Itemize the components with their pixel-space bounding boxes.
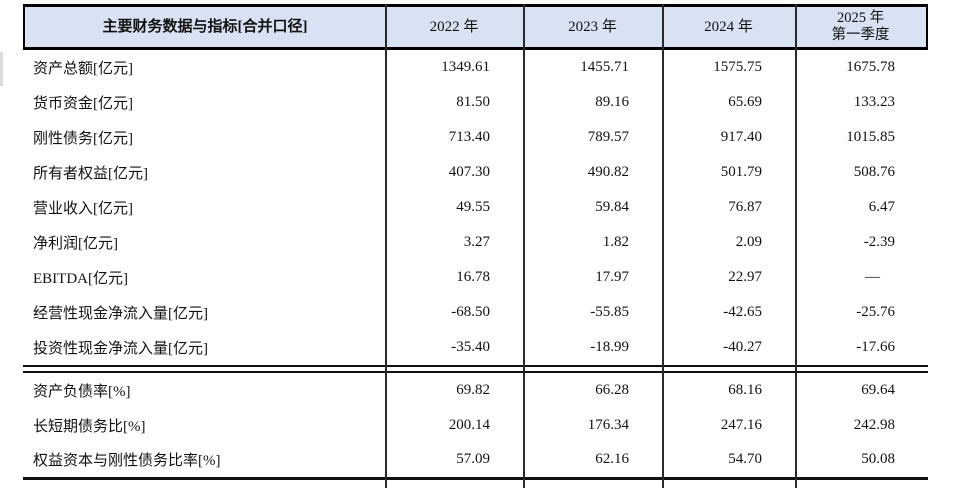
row-value: 3.27 bbox=[463, 234, 490, 250]
table-bottom-border bbox=[23, 477, 928, 481]
row-value: 81.50 bbox=[456, 94, 490, 110]
section-divider-double-line bbox=[23, 365, 928, 373]
row-indicator-label: 长短期债务比[%] bbox=[33, 418, 146, 435]
row-value: 1455.71 bbox=[580, 59, 629, 75]
row-value: 66.28 bbox=[595, 381, 629, 398]
row-value: -68.50 bbox=[451, 304, 490, 320]
table-row: EBITDA[亿元] 16.78 17.97 22.97 — bbox=[23, 260, 928, 295]
row-value: -18.99 bbox=[590, 339, 629, 355]
row-indicator-label: 投资性现金净流入量[亿元] bbox=[33, 341, 208, 357]
table-row: 营业收入[亿元] 49.55 59.84 76.87 6.47 bbox=[23, 190, 928, 225]
table-row: 所有者权益[亿元] 407.30 490.82 501.79 508.76 bbox=[23, 155, 928, 190]
header-year-2025-line1: 2025 年 bbox=[836, 10, 885, 26]
financial-data-table: 主要财务数据与指标[合并口径] 2022 年 2023 年 2024 年 202… bbox=[23, 4, 928, 488]
row-value: 713.40 bbox=[448, 129, 490, 145]
column-divider-line bbox=[523, 4, 525, 488]
table-row: 刚性债务[亿元] 713.40 789.57 917.40 1015.85 bbox=[23, 120, 928, 155]
table-row: 经营性现金净流入量[亿元] -68.50 -55.85 -42.65 -25.76 bbox=[23, 295, 928, 330]
row-value: 917.40 bbox=[720, 129, 762, 145]
table-header-row: 主要财务数据与指标[合并口径] 2022 年 2023 年 2024 年 202… bbox=[23, 4, 928, 50]
row-value: 1575.75 bbox=[713, 59, 762, 75]
column-divider-line bbox=[795, 4, 797, 488]
header-year-2025-line2: 第一季度 bbox=[831, 27, 890, 43]
row-value: 17.97 bbox=[595, 269, 629, 285]
row-indicator-label: 资产总额[亿元] bbox=[33, 61, 133, 77]
row-indicator-label: 货币资金[亿元] bbox=[33, 96, 133, 112]
row-value: -25.76 bbox=[856, 304, 895, 320]
column-divider-line bbox=[385, 4, 387, 488]
row-value: 407.30 bbox=[448, 164, 490, 180]
row-value: 1349.61 bbox=[441, 59, 490, 75]
row-value: 76.87 bbox=[728, 199, 762, 215]
row-value: 59.84 bbox=[595, 199, 629, 215]
row-value: 247.16 bbox=[720, 416, 762, 433]
row-value: 68.16 bbox=[728, 381, 762, 398]
header-year-2022: 2022 年 bbox=[429, 18, 479, 35]
row-value: 176.34 bbox=[587, 416, 629, 433]
row-indicator-label: 权益资本与刚性债务比率[%] bbox=[33, 453, 221, 470]
row-value: -40.27 bbox=[723, 339, 762, 355]
row-value: 200.14 bbox=[448, 416, 490, 433]
row-indicator-label: EBITDA[亿元] bbox=[33, 271, 128, 287]
row-value: 50.08 bbox=[861, 451, 895, 468]
table-row: 权益资本与刚性债务比率[%] 57.09 62.16 54.70 50.08 bbox=[23, 442, 928, 477]
row-value: 22.97 bbox=[728, 269, 762, 285]
row-value: -2.39 bbox=[863, 234, 895, 250]
column-divider-line bbox=[662, 4, 664, 488]
header-indicator-label: 主要财务数据与指标[合并口径] bbox=[102, 18, 308, 35]
row-value: 62.16 bbox=[595, 451, 629, 468]
table-row: 资产总额[亿元] 1349.61 1455.71 1575.75 1675.78 bbox=[23, 50, 928, 85]
row-value: 501.79 bbox=[720, 164, 762, 180]
row-value: 789.57 bbox=[587, 129, 629, 145]
row-indicator-label: 经营性现金净流入量[亿元] bbox=[33, 306, 208, 322]
table-row: 投资性现金净流入量[亿元] -35.40 -18.99 -40.27 -17.66 bbox=[23, 330, 928, 365]
row-indicator-label: 净利润[亿元] bbox=[33, 236, 118, 252]
row-value: 69.64 bbox=[861, 381, 895, 398]
row-indicator-label: 资产负债率[%] bbox=[33, 383, 131, 400]
row-value: 89.16 bbox=[595, 94, 629, 110]
table-row: 货币资金[亿元] 81.50 89.16 65.69 133.23 bbox=[23, 85, 928, 120]
table-body-ratio-indicators: 资产负债率[%] 69.82 66.28 68.16 69.64 长短期债务比[%] 200… bbox=[23, 373, 928, 477]
row-value: -17.66 bbox=[856, 339, 895, 355]
row-indicator-label: 刚性债务[亿元] bbox=[33, 131, 133, 147]
header-year-2023: 2023 年 bbox=[568, 18, 617, 35]
row-value: 1015.85 bbox=[846, 129, 895, 145]
row-value: 508.76 bbox=[853, 164, 895, 180]
header-year-2025-q1: 2025 年 第一季度 bbox=[795, 7, 926, 47]
row-value: -42.65 bbox=[723, 304, 762, 320]
row-value: 49.55 bbox=[456, 199, 490, 215]
table-row: 长短期债务比[%] 200.14 176.34 247.16 242.98 bbox=[23, 408, 928, 443]
row-value: 16.78 bbox=[456, 269, 490, 285]
row-value: 242.98 bbox=[853, 416, 895, 433]
row-value: 490.82 bbox=[587, 164, 629, 180]
row-value: 6.47 bbox=[868, 199, 895, 215]
table-row: 净利润[亿元] 3.27 1.82 2.09 -2.39 bbox=[23, 225, 928, 260]
row-value: 57.09 bbox=[456, 451, 490, 468]
row-value: 1.82 bbox=[602, 234, 629, 250]
row-value: 133.23 bbox=[853, 94, 895, 110]
row-value: 54.70 bbox=[728, 451, 762, 468]
row-indicator-label: 营业收入[亿元] bbox=[33, 201, 133, 217]
row-value: 1675.78 bbox=[846, 59, 895, 75]
row-value: 65.69 bbox=[728, 94, 762, 110]
row-value: -35.40 bbox=[451, 339, 490, 355]
row-value: — bbox=[865, 269, 880, 285]
header-year-2024: 2024 年 bbox=[704, 18, 753, 35]
table-row: 资产负债率[%] 69.82 66.28 68.16 69.64 bbox=[23, 373, 928, 408]
table-body-main-indicators: 资产总额[亿元] 1349.61 1455.71 1575.75 1675.78 货币资金… bbox=[23, 50, 928, 365]
row-value: 2.09 bbox=[735, 234, 762, 250]
row-value: -55.85 bbox=[590, 304, 629, 320]
row-indicator-label: 所有者权益[亿元] bbox=[33, 166, 148, 182]
page-edge-artifact bbox=[0, 52, 3, 86]
row-value: 69.82 bbox=[456, 381, 490, 398]
